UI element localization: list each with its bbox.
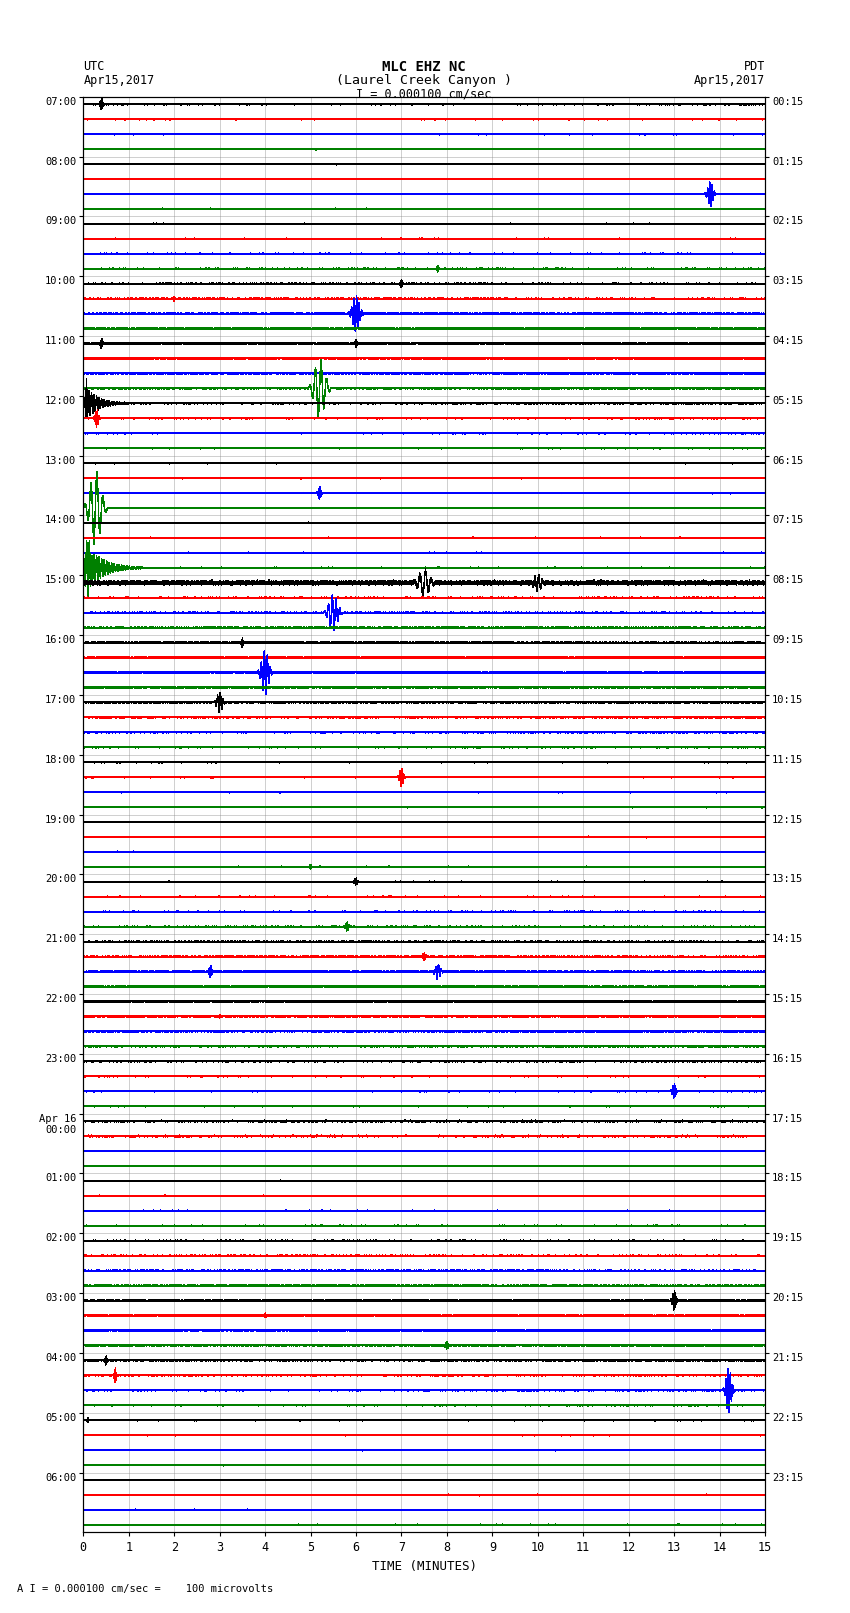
Text: Apr15,2017: Apr15,2017 xyxy=(83,74,155,87)
Text: Apr15,2017: Apr15,2017 xyxy=(694,74,765,87)
X-axis label: TIME (MINUTES): TIME (MINUTES) xyxy=(371,1560,477,1573)
Text: (Laurel Creek Canyon ): (Laurel Creek Canyon ) xyxy=(336,74,513,87)
Text: I = 0.000100 cm/sec: I = 0.000100 cm/sec xyxy=(356,87,492,102)
Text: MLC EHZ NC: MLC EHZ NC xyxy=(382,60,466,74)
Text: UTC: UTC xyxy=(83,60,105,74)
Text: PDT: PDT xyxy=(744,60,765,74)
Text: A I = 0.000100 cm/sec =    100 microvolts: A I = 0.000100 cm/sec = 100 microvolts xyxy=(17,1584,273,1594)
